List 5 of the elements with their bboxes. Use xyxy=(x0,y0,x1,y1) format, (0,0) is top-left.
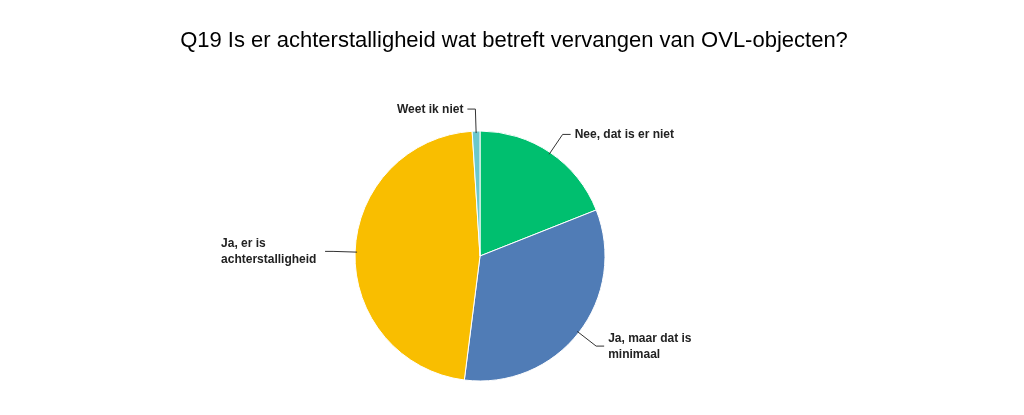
slice-label: Nee, dat is er niet xyxy=(574,127,674,142)
slice-label: Weet ik niet xyxy=(396,102,464,117)
chart-title: Q19 Is er achterstalligheid wat betreft vervangen van OVL-objecten? xyxy=(180,27,848,52)
slice-label: Ja, er is achterstalligheid xyxy=(221,236,317,267)
slice-label: Ja, maar dat is minimaal xyxy=(608,331,692,362)
